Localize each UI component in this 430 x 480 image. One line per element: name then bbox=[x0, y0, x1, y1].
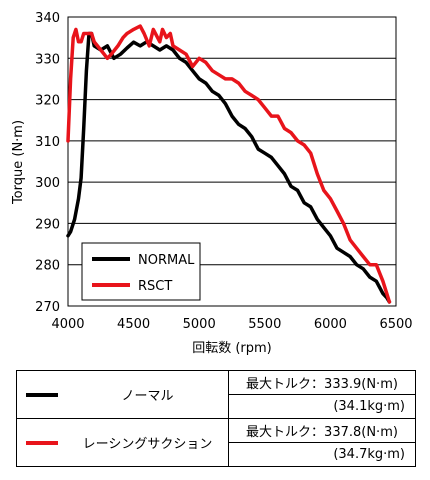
table-row-normal: ノーマル 最大トルク：333.9(N·m) bbox=[16, 370, 416, 419]
y-tick-label: 310 bbox=[35, 135, 60, 150]
y-tick-label: 270 bbox=[35, 300, 60, 315]
x-tick-label: 5000 bbox=[183, 317, 216, 332]
x-tick-label: 6500 bbox=[379, 317, 412, 332]
series-line-rsct bbox=[66, 24, 392, 304]
name-cell-rsct: レーシングサクション bbox=[67, 418, 229, 467]
y-tick-label: 300 bbox=[35, 176, 60, 191]
x-axis-title: 回転数 (rpm) bbox=[192, 341, 272, 356]
table-row-rsct: レーシングサクション 最大トルク：337.8(N·m) bbox=[16, 418, 416, 467]
y-tick-label: 330 bbox=[35, 52, 60, 67]
x-tick-label: 6000 bbox=[314, 317, 347, 332]
swatch-cell-normal bbox=[16, 370, 67, 419]
torque-chart: 270 280 290 300 310 320 330 340 4000 4500 5000 550… bbox=[11, 11, 413, 356]
legend-label-rsct: RSCT bbox=[138, 279, 172, 294]
table-subrow-normal: (34.1kg·m) bbox=[17, 394, 416, 419]
table-subrow-rsct: (34.7kg·m) bbox=[17, 442, 416, 467]
y-axis-title: Torque (N·m) bbox=[11, 120, 26, 205]
y-tick-label: 280 bbox=[35, 259, 60, 274]
max-torque-normal: 最大トルク：333.9(N·m) bbox=[228, 370, 416, 395]
x-tick-labels: 4000 4500 5000 5500 6000 6500 bbox=[51, 317, 412, 332]
series-layer bbox=[66, 24, 392, 304]
legend-label-normal: NORMAL bbox=[138, 253, 195, 268]
name-cell-normal: ノーマル bbox=[67, 370, 229, 419]
line-swatch-normal bbox=[26, 392, 58, 397]
spec-table: ノーマル 最大トルク：333.9(N·m) (34.1kg·m) レーシングサク… bbox=[16, 370, 416, 467]
legend: NORMAL RSCT bbox=[81, 242, 201, 301]
kgm-normal: (34.1kg·m) bbox=[228, 394, 416, 419]
legend-box bbox=[81, 242, 201, 301]
y-tick-label: 290 bbox=[35, 217, 60, 232]
y-tick-label: 320 bbox=[35, 94, 60, 109]
series-line-normal bbox=[66, 31, 392, 304]
kgm-rsct: (34.7kg·m) bbox=[228, 442, 416, 467]
x-tick-label: 4500 bbox=[117, 317, 150, 332]
swatch-cell-rsct bbox=[16, 418, 67, 467]
y-tick-labels: 270 280 290 300 310 320 330 340 bbox=[35, 11, 60, 315]
max-torque-rsct: 最大トルク：337.8(N·m) bbox=[228, 418, 416, 443]
x-tick-label: 4000 bbox=[51, 317, 84, 332]
line-swatch-rsct bbox=[26, 440, 58, 445]
y-tick-label: 340 bbox=[35, 11, 60, 26]
x-tick-label: 5500 bbox=[248, 317, 281, 332]
